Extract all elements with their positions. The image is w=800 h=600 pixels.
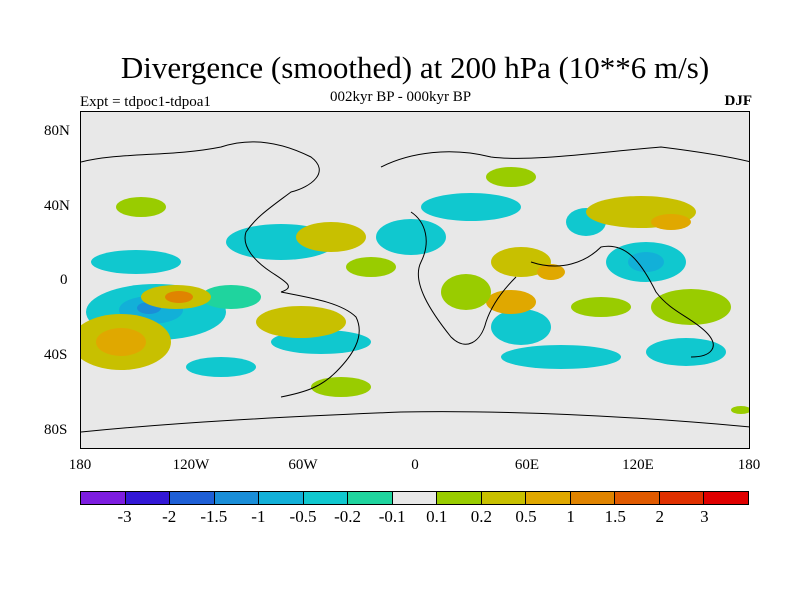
lat-label-80s: 80S: [44, 422, 68, 438]
lat-label-0: 0: [60, 272, 68, 288]
colorbar-label-7: 0.1: [426, 507, 448, 526]
period-label: 002kyr BP - 000kyr BP: [330, 89, 472, 105]
lon-label-120e: 120E: [622, 457, 654, 473]
colorbar-label-13: 3: [700, 507, 709, 526]
colorbar-label-1: -2: [162, 507, 177, 526]
colorbar-swatch-13: [659, 492, 705, 504]
season-label: DJF: [724, 93, 753, 109]
map-canvas: [81, 141, 749, 433]
colorbar-label-11: 1.5: [604, 507, 626, 526]
colorbar-label-5: -0.2: [334, 507, 362, 526]
experiment-label: Expt = tdpoc1-tdpoa1: [80, 94, 211, 110]
colorbar-swatch-3: [214, 492, 260, 504]
lat-label-80n: 80N: [44, 123, 70, 139]
colorbar-label-10: 1: [566, 507, 575, 526]
colorbar-swatch-7: [392, 492, 438, 504]
field-positive: [81, 167, 749, 414]
colorbar-label-0: -3: [117, 507, 132, 526]
colorbar-label-8: 0.2: [470, 507, 493, 526]
lon-label-180e: 180: [737, 457, 761, 473]
lon-label-0: 0: [411, 457, 419, 473]
colorbar-label-6: -0.1: [378, 507, 406, 526]
colorbar-label-9: 0.5: [515, 507, 537, 526]
colorbar: [80, 491, 749, 505]
lon-label-60e: 60E: [514, 457, 540, 473]
colorbar-swatch-6: [348, 492, 393, 504]
colorbar-label-12: 2: [655, 507, 665, 526]
colorbar-swatch-14: [704, 492, 748, 504]
lat-label-40s: 40S: [44, 347, 68, 363]
lon-label-120w: 120W: [172, 457, 210, 473]
colorbar-swatch-5: [303, 492, 349, 504]
colorbar-swatch-12: [615, 492, 660, 504]
colorbar-swatch-11: [570, 492, 616, 504]
lon-label-180w: 180: [68, 457, 92, 473]
divergence-map: [80, 111, 750, 449]
field-negative: [86, 193, 726, 377]
lat-label-40n: 40N: [44, 198, 70, 214]
colorbar-swatch-8: [437, 492, 482, 504]
lon-label-60w: 60W: [288, 457, 318, 473]
colorbar-label-4: -0.5: [289, 507, 317, 526]
colorbar-swatch-1: [125, 492, 171, 504]
colorbar-swatch-2: [170, 492, 215, 504]
colorbar-swatch-10: [526, 492, 571, 504]
colorbar-swatch-0: [81, 492, 126, 504]
colorbar-label-3: -1: [251, 507, 266, 526]
colorbar-swatch-4: [259, 492, 304, 504]
coastlines: [81, 141, 749, 433]
colorbar-swatch-9: [481, 492, 527, 504]
plot-title: Divergence (smoothed) at 200 hPa (10**6 …: [120, 50, 710, 85]
colorbar-label-2: -1.5: [200, 507, 228, 526]
